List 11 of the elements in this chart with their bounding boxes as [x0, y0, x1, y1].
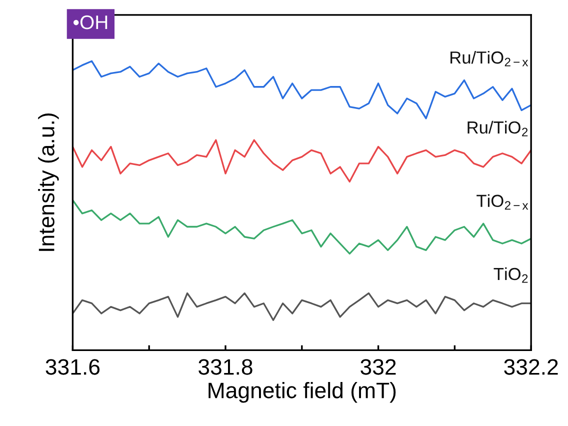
- series-label: TiO$_{2−x}$: [476, 194, 528, 210]
- x-tick-label: 332.2: [504, 359, 558, 375]
- x-tick-label: 331.6: [46, 359, 100, 375]
- text: •OH: [73, 15, 108, 30]
- x-tick-label: 332: [360, 359, 396, 375]
- series-label: Ru/TiO$_{2−x}$: [450, 50, 528, 66]
- series-label: Ru/TiO$_{2}$: [468, 120, 528, 136]
- y-axis-title: Intensity (a.u.): [38, 114, 59, 251]
- x-tick-label: 331.8: [198, 359, 252, 375]
- series-label: TiO$_{2}$: [494, 267, 528, 283]
- x-axis-title: Magnetic field (mT): [208, 382, 396, 403]
